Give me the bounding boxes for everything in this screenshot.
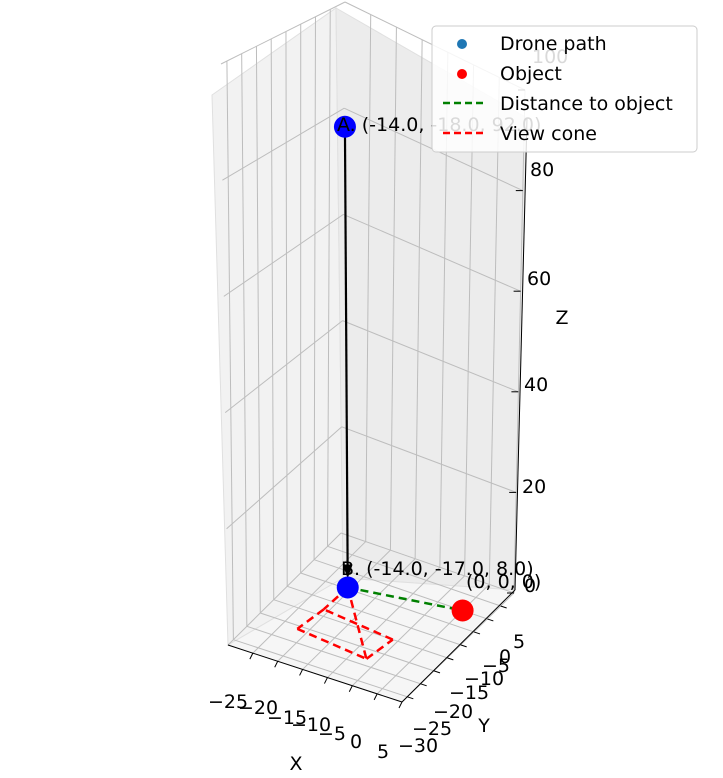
legend-label-view-cone: View cone xyxy=(500,123,597,145)
grid-line-y-floor xyxy=(300,572,475,633)
x-tick-mark xyxy=(348,685,353,692)
grid-line-z-right xyxy=(342,320,519,393)
y-axis-ticks: −30 −25 −20 −15 −10 −5 0 5 xyxy=(398,631,525,757)
grid-line-x-wall xyxy=(389,27,397,551)
grid-line-y-floor xyxy=(246,625,421,685)
y-tick-mark xyxy=(460,644,467,648)
grid-line-z-left xyxy=(223,213,344,297)
z-tick-label: 0 xyxy=(524,575,536,597)
grid-line-y-wall xyxy=(327,9,331,547)
grid-line-y-floor xyxy=(260,612,435,672)
y-tick-label: −15 xyxy=(449,682,489,704)
z-tick-label: 60 xyxy=(527,268,551,290)
x-tick-label: −20 xyxy=(238,697,278,719)
view-cone-base-edge xyxy=(296,608,325,630)
z-tick-label: 20 xyxy=(522,476,546,498)
point-label-object: (0, 0, 0) xyxy=(466,571,541,593)
y-tick-mark xyxy=(420,683,427,687)
x-tick-mark xyxy=(323,677,328,684)
grid-line-z-left xyxy=(226,426,343,530)
grid-line-z-right xyxy=(341,426,517,493)
y-tick-mark xyxy=(447,657,454,661)
x-tick-label: −5 xyxy=(318,723,346,745)
x-axis-label: X xyxy=(289,753,302,775)
legend-dot-object xyxy=(457,69,467,79)
y-tick-mark xyxy=(500,605,507,609)
y-tick-label: −20 xyxy=(433,701,473,723)
y-tick-label: 0 xyxy=(499,646,511,668)
y-tick-mark xyxy=(407,696,414,700)
x-tick-mark xyxy=(274,661,279,668)
grid-line-x-wall xyxy=(414,39,423,559)
x-tick-label: 0 xyxy=(350,731,362,753)
x-tick-mark xyxy=(249,652,254,660)
grid-line-x-wall xyxy=(513,89,526,594)
legend-label-drone-path: Drone path xyxy=(500,33,607,55)
y-tick-mark xyxy=(487,618,494,622)
grid-line-y-wall xyxy=(226,61,234,640)
grid-line-z-left xyxy=(224,320,343,413)
legend-label-distance: Distance to object xyxy=(500,93,673,115)
grid-line-y-wall xyxy=(270,38,275,600)
path-arrow-shaft xyxy=(343,126,349,569)
point-b xyxy=(336,576,359,599)
grid-line-z-right xyxy=(343,213,521,292)
x-tick-mark xyxy=(299,669,304,676)
legend-dot-drone-path xyxy=(457,39,467,49)
grid-line-y-wall xyxy=(313,16,316,560)
z-tick-label: 80 xyxy=(530,159,554,181)
grid-line-z-left xyxy=(220,1,346,65)
view-cone-base-edge xyxy=(365,638,394,660)
distance-line xyxy=(347,586,463,612)
y-tick-label: 5 xyxy=(513,631,525,653)
legend: Drone path Object Distance to object Vie… xyxy=(431,25,698,153)
point-a xyxy=(333,115,356,138)
x-tick-label: −25 xyxy=(208,691,248,713)
x-tick-label: 5 xyxy=(377,741,389,763)
grid-line-y-floor xyxy=(327,545,501,607)
x-axis-ticks: −25 −20 −15 −10 −5 0 5 xyxy=(208,691,389,763)
grid-line-z-right xyxy=(340,532,515,594)
point-object xyxy=(451,599,474,622)
point-label-b: B. (-14.0, -17.0, 8.0) xyxy=(341,558,534,580)
y-tick-mark xyxy=(433,670,441,674)
y-tick-label: −10 xyxy=(464,668,504,690)
grid-line-y-wall xyxy=(241,53,248,627)
y-tick-label: −30 xyxy=(398,735,438,757)
grid-line-y-floor xyxy=(287,585,461,646)
pane-back-left xyxy=(211,7,344,646)
z-tick-label: 40 xyxy=(524,374,548,396)
grid-line-y-wall xyxy=(285,31,288,587)
legend-label-object: Object xyxy=(500,63,562,85)
grid-line-x-wall xyxy=(365,14,372,542)
path-arrow-head xyxy=(342,564,353,579)
x-tick-mark xyxy=(373,693,378,701)
grid-line-z-left xyxy=(222,107,345,181)
chart-marks xyxy=(296,115,474,661)
x-tick-mark xyxy=(398,701,403,709)
x-tick-label: −15 xyxy=(267,707,307,729)
x-tick-label: −10 xyxy=(291,714,331,736)
grid-line-y-wall xyxy=(255,46,261,614)
grid-line-x-wall xyxy=(488,77,500,585)
grid-line-y-floor xyxy=(273,599,448,659)
grid-line-z-left xyxy=(227,532,342,646)
y-tick-label: −5 xyxy=(482,655,510,677)
z-axis-label: Z xyxy=(555,307,568,329)
y-tick-label: −25 xyxy=(412,718,452,740)
grid-line-y-floor xyxy=(233,639,408,698)
y-tick-mark xyxy=(473,631,481,635)
axis-edges xyxy=(227,117,528,703)
y-axis-label: Y xyxy=(477,715,490,737)
